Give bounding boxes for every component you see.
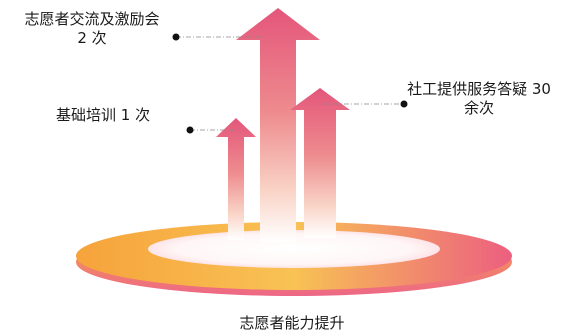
base-ring xyxy=(76,222,512,296)
label-social-worker-qa-line2: 余次 xyxy=(463,99,494,117)
leader-dot-right xyxy=(400,100,408,108)
label-social-worker-qa-line1: 社工提供服务答疑 30 xyxy=(407,80,551,98)
leader-dot-left xyxy=(186,126,194,134)
label-capacity-improvement: 志愿者能力提升 xyxy=(239,314,345,332)
label-social-worker-qa: 社工提供服务答疑 30 余次 xyxy=(394,80,564,118)
arrow-left xyxy=(216,118,256,240)
label-volunteer-exchange-line2: 2 次 xyxy=(77,29,107,47)
label-volunteer-exchange: 志愿者交流及激励会 2 次 xyxy=(8,10,176,48)
leader-line-top xyxy=(172,33,266,41)
leader-line-left xyxy=(186,126,240,134)
leader-dot-top xyxy=(172,33,180,41)
arrow-right xyxy=(290,88,350,238)
leader-line-right xyxy=(324,100,408,108)
label-basic-training: 基础培训 1 次 xyxy=(56,106,151,124)
label-volunteer-exchange-line1: 志愿者交流及激励会 xyxy=(24,10,160,28)
arrow-middle xyxy=(236,8,320,242)
